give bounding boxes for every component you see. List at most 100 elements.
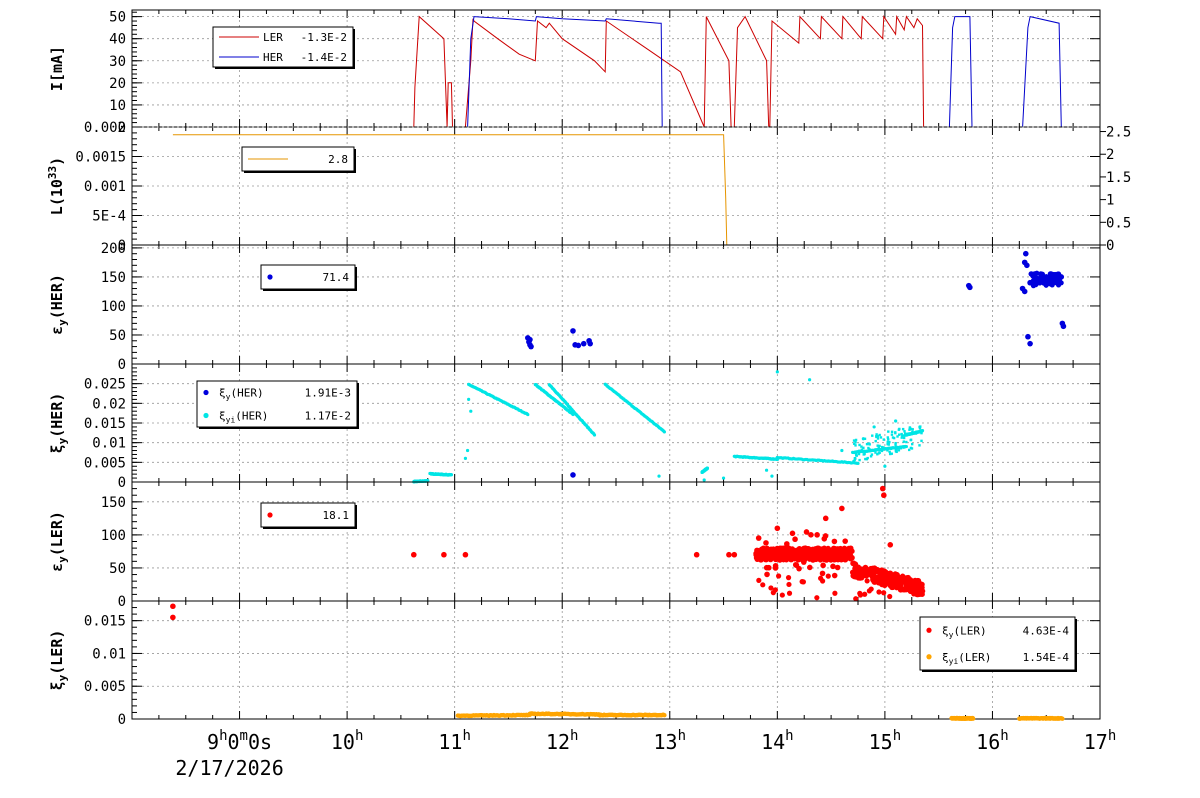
legend-box: [196, 380, 358, 428]
data-point: [693, 551, 700, 558]
data-point: [831, 538, 838, 545]
data-point: [1024, 262, 1030, 269]
x-tick-label: 16h: [976, 728, 1009, 754]
data-point: [801, 556, 808, 563]
data-point: [899, 586, 906, 593]
data-point: [881, 582, 888, 589]
legend-value: 1.17E-2: [305, 410, 351, 423]
y-tick-label: 0.002: [84, 120, 126, 136]
data-point: [825, 573, 831, 579]
data-point: [881, 492, 887, 499]
data-point: [901, 434, 904, 437]
data-point: [843, 553, 850, 560]
data-point: [887, 542, 894, 548]
data-point: [879, 436, 883, 439]
data-point: [853, 596, 859, 602]
y-tick-label: 0.0015: [75, 150, 126, 166]
data-point: [862, 449, 866, 453]
data-point: [441, 551, 447, 558]
data-point: [819, 570, 826, 577]
data-point: [832, 590, 838, 596]
data-point: [857, 592, 864, 598]
y-axis-label: ξy(HER): [48, 393, 69, 454]
panel-xi_her: 0 0.005 0.01 0.015 0.02 0.025 ξy(HER) ξy(HER) 1.…: [48, 363, 1101, 491]
data-point: [907, 582, 913, 589]
data-point: [764, 571, 770, 578]
data-point: [808, 378, 812, 382]
data-point: [890, 433, 894, 436]
data-point: [858, 443, 861, 447]
data-point: [170, 603, 176, 610]
y-tick-label: 0.01: [92, 436, 126, 452]
data-point: [793, 562, 800, 569]
data-point: [705, 466, 710, 470]
data-point: [883, 464, 887, 468]
data-point: [918, 444, 921, 447]
data-point: [864, 457, 867, 461]
data-point: [731, 551, 738, 558]
y-tick-label: 5E-4: [92, 209, 126, 225]
data-point: [890, 452, 893, 455]
data-point: [827, 555, 834, 562]
legend-value: 1.54E-4: [1023, 651, 1070, 664]
data-point: [903, 432, 907, 435]
data-point: [894, 419, 898, 423]
data-point: [774, 525, 781, 532]
y-tick-label: 0: [118, 120, 126, 136]
data-point: [867, 442, 871, 445]
y-tick-label: 0.005: [84, 455, 126, 471]
data-point: [868, 448, 871, 451]
data-point: [888, 450, 891, 454]
data-point: [1049, 279, 1055, 286]
data-point: [918, 426, 922, 430]
data-point: [896, 435, 899, 438]
data-point: [871, 434, 874, 437]
data-point: [887, 430, 890, 433]
data-point: [911, 428, 914, 431]
data-point: [789, 530, 796, 537]
y-tick-label: 0.001: [84, 179, 126, 195]
data-point: [814, 595, 820, 601]
data-point: [1027, 340, 1033, 347]
data-point: [872, 425, 876, 429]
data-point: [758, 550, 764, 556]
legend-name: LER: [263, 31, 283, 44]
data-point: [880, 449, 884, 453]
data-point: [839, 505, 845, 512]
data-point: [858, 449, 861, 453]
data-point: [876, 589, 882, 595]
legend-name: ξy(LER): [942, 624, 987, 639]
data-point: [870, 453, 874, 456]
data-point: [862, 446, 865, 450]
data-point: [758, 557, 764, 563]
data-point: [895, 450, 898, 454]
data-point: [908, 428, 911, 431]
data-point: [781, 554, 787, 561]
legend-value: 1.91E-3: [305, 387, 351, 400]
data-point: [662, 713, 667, 718]
legend: 2.8: [241, 146, 356, 173]
data-point: [764, 468, 769, 472]
data-point: [763, 540, 769, 546]
data-point: [865, 442, 869, 446]
x-tick-label: 12h: [546, 728, 579, 754]
x-axis-date: 2/17/2026: [175, 756, 283, 780]
data-point: [763, 564, 770, 571]
data-point: [854, 444, 857, 447]
data-point: [911, 591, 917, 597]
data-point: [1034, 275, 1041, 282]
data-point: [800, 579, 807, 585]
data-point: [875, 433, 878, 436]
data-point: [528, 343, 534, 350]
y-tick-label: 150: [101, 270, 126, 286]
x-tick-label: 14h: [761, 728, 794, 754]
data-point: [1036, 280, 1042, 286]
data-point: [876, 435, 880, 438]
data-point: [902, 440, 906, 443]
data-point: [903, 430, 906, 433]
data-point: [702, 478, 706, 482]
data-point: [779, 592, 785, 598]
data-point: [772, 546, 779, 553]
data-point: [920, 439, 923, 443]
data-point: [821, 535, 828, 542]
